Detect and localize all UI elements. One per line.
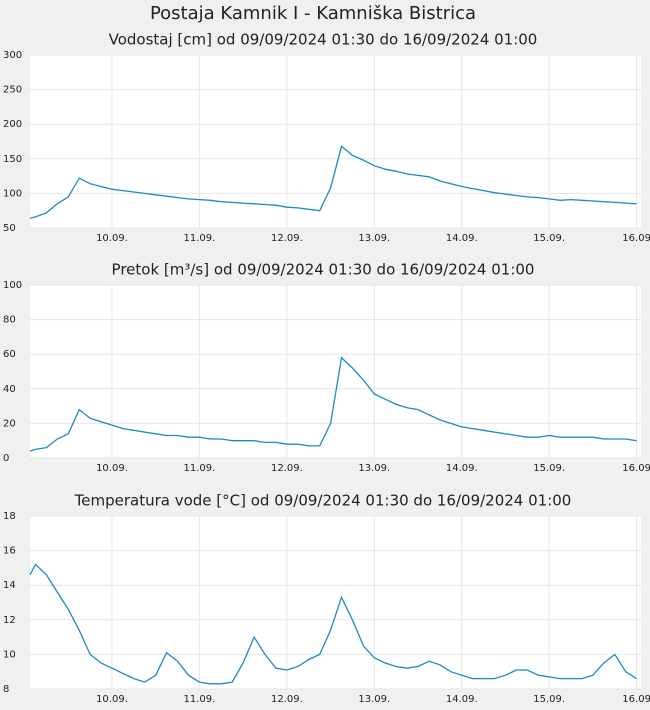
y-tick-label: 200 <box>3 119 22 130</box>
x-tick-label: 12.09. <box>271 463 303 474</box>
x-tick-label: 10.09. <box>96 233 128 244</box>
data-line <box>29 145 637 219</box>
x-tick-label: 14.09. <box>446 694 478 705</box>
y-tick-label: 40 <box>3 384 16 395</box>
x-tick-label: 14.09. <box>446 463 478 474</box>
y-tick-label: 100 <box>3 280 22 291</box>
plot-area <box>30 55 641 228</box>
y-tick-label: 14 <box>3 580 16 591</box>
y-tick-label: 250 <box>3 85 22 96</box>
y-tick-label: 18 <box>3 511 16 522</box>
x-tick-label: 16.09 <box>622 233 650 244</box>
x-tick-label: 15.09. <box>533 694 565 705</box>
x-tick-label: 10.09. <box>96 463 128 474</box>
x-tick-label: 13.09. <box>358 463 390 474</box>
y-tick-label: 20 <box>3 418 16 429</box>
data-line <box>29 356 637 452</box>
y-tick-label: 8 <box>3 684 9 695</box>
y-tick-label: 0 <box>3 453 9 464</box>
chart-subtitle: Vodostaj [cm] od 09/09/2024 01:30 do 16/… <box>109 31 538 49</box>
chart-subtitle: Pretok [m³/s] od 09/09/2024 01:30 do 16/… <box>112 261 535 279</box>
y-tick-label: 300 <box>3 50 22 61</box>
y-tick-label: 16 <box>3 546 16 557</box>
data-line <box>29 563 637 685</box>
x-tick-label: 16.09 <box>622 463 650 474</box>
x-tick-label: 16.09 <box>622 694 650 705</box>
x-tick-label: 11.09. <box>184 233 216 244</box>
y-tick-label: 150 <box>3 154 22 165</box>
x-tick-label: 14.09. <box>446 233 478 244</box>
page-title: Postaja Kamnik I - Kamniška Bistrica <box>150 3 476 24</box>
x-tick-label: 11.09. <box>184 694 216 705</box>
y-tick-label: 100 <box>3 188 22 199</box>
x-tick-label: 13.09. <box>358 233 390 244</box>
plot-area <box>30 516 641 689</box>
y-tick-label: 80 <box>3 315 16 326</box>
x-tick-label: 13.09. <box>358 694 390 705</box>
y-tick-label: 10 <box>3 649 16 660</box>
x-tick-label: 10.09. <box>96 694 128 705</box>
y-tick-label: 60 <box>3 349 16 360</box>
x-tick-label: 12.09. <box>271 233 303 244</box>
plot-area <box>30 285 641 458</box>
y-tick-label: 12 <box>3 615 16 626</box>
x-tick-label: 12.09. <box>271 694 303 705</box>
y-tick-label: 50 <box>3 223 16 234</box>
chart-subtitle: Temperatura vode [°C] od 09/09/2024 01:3… <box>74 492 572 510</box>
x-tick-label: 15.09. <box>533 463 565 474</box>
x-tick-label: 11.09. <box>184 463 216 474</box>
x-tick-label: 15.09. <box>533 233 565 244</box>
